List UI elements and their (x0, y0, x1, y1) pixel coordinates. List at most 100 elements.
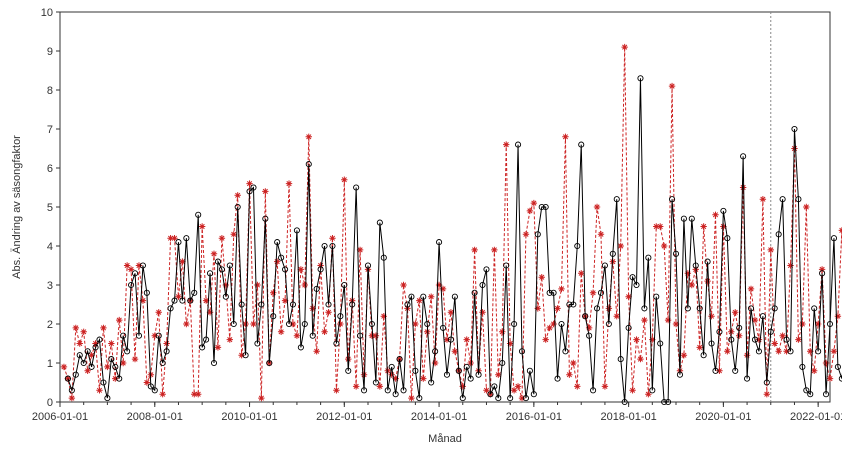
data-point (210, 250, 218, 257)
data-point (637, 355, 644, 363)
data-point (518, 348, 526, 355)
x-axis-title: Månad (428, 433, 462, 445)
data-point (830, 235, 837, 242)
x-tick-label: 2012-01-01 (316, 411, 372, 423)
data-point (522, 231, 530, 238)
data-point (751, 336, 759, 343)
data-point (823, 391, 830, 398)
x-tick-label: 2008-01-01 (127, 411, 183, 423)
data-point (297, 344, 304, 351)
data-point (597, 231, 605, 238)
data-point (826, 320, 834, 328)
data-point (459, 383, 466, 390)
data-point (100, 379, 107, 386)
data-point (424, 328, 431, 335)
data-point (329, 235, 336, 242)
data-point (119, 359, 127, 367)
data-point (151, 387, 158, 394)
data-point (270, 313, 277, 320)
data-point (645, 254, 652, 261)
data-point (333, 340, 340, 347)
data-point (84, 348, 91, 355)
data-point (664, 316, 672, 324)
data-point (139, 262, 146, 269)
data-point (175, 239, 182, 246)
data-point (218, 235, 226, 242)
data-point (163, 348, 170, 355)
data-point (680, 215, 687, 222)
data-point (108, 340, 115, 347)
data-point (112, 363, 119, 370)
data-point (131, 270, 139, 277)
data-point (471, 289, 478, 296)
data-point (80, 359, 87, 367)
data-point (116, 375, 123, 382)
data-point (657, 223, 664, 230)
data-point (775, 231, 782, 238)
data-point (195, 391, 202, 398)
data-point (92, 344, 99, 351)
data-point (554, 305, 561, 312)
data-point (392, 375, 399, 382)
y-tick-label: 3 (47, 280, 53, 292)
data-point (447, 309, 455, 316)
y-tick-label: 2 (47, 319, 53, 331)
data-point (755, 336, 763, 343)
data-point (400, 281, 407, 289)
data-point (439, 324, 447, 331)
data-point (123, 262, 131, 269)
data-point (447, 336, 454, 343)
data-point (518, 394, 526, 402)
data-point (649, 336, 656, 343)
data-point (404, 301, 411, 308)
data-point (96, 336, 103, 343)
data-point (767, 246, 774, 254)
data-point (207, 270, 214, 277)
data-point (467, 375, 474, 382)
data-point (428, 379, 435, 386)
data-point (712, 211, 719, 218)
data-point (92, 340, 99, 347)
y-axis: 0 1 2 3 4 5 6 7 8 9 10 (41, 7, 60, 409)
data-point (345, 367, 352, 374)
x-tick-label: 2020-01-01 (695, 411, 751, 423)
data-point (601, 262, 608, 269)
data-point (503, 262, 510, 269)
data-point (436, 239, 443, 246)
data-point (368, 320, 375, 328)
data-point (763, 379, 770, 386)
data-point (526, 207, 534, 215)
data-point (281, 297, 289, 304)
data-point (483, 387, 490, 394)
data-point (179, 258, 186, 265)
data-point (159, 391, 166, 398)
data-point (408, 293, 415, 300)
data-point (127, 266, 135, 273)
data-point (637, 75, 644, 82)
data-point (352, 383, 360, 390)
data-point (72, 371, 79, 378)
data-point (633, 281, 640, 289)
data-point (313, 348, 320, 355)
data-point (285, 180, 293, 187)
data-point (818, 266, 826, 273)
data-point (503, 141, 510, 148)
data-point (325, 301, 332, 308)
data-point (574, 383, 581, 390)
data-point (155, 309, 162, 316)
data-point (676, 371, 683, 378)
data-point (661, 398, 668, 406)
data-point (665, 398, 672, 406)
data-point (376, 383, 384, 390)
data-point (60, 363, 68, 371)
data-point (262, 188, 269, 195)
data-point (740, 153, 747, 160)
data-point (435, 281, 443, 289)
data-point (242, 352, 249, 359)
data-point (88, 352, 95, 359)
data-point (285, 320, 293, 328)
data-point (570, 359, 577, 367)
data-point (246, 180, 253, 187)
data-point (278, 254, 285, 261)
data-point (562, 133, 569, 140)
